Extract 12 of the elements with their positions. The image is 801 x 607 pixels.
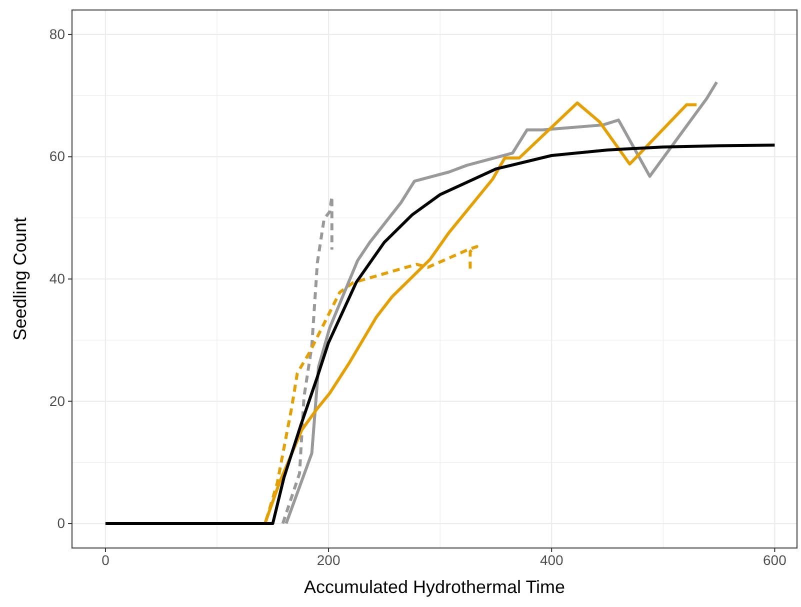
- x-tick-label: 600: [763, 552, 787, 568]
- y-tick-label: 60: [49, 148, 66, 164]
- y-tick-label: 80: [49, 26, 66, 42]
- y-tick-label: 0: [57, 515, 66, 532]
- y-tick-label: 20: [49, 392, 66, 409]
- y-tick-label: 40: [49, 270, 66, 286]
- x-tick-label: 200: [316, 552, 340, 568]
- x-axis-title: Accumulated Hydrothermal Time: [304, 577, 566, 597]
- x-tick-label: 0: [102, 552, 110, 568]
- x-tick-label: 400: [540, 552, 564, 568]
- line-series: [104, 144, 776, 526]
- y-axis-title: Seedling Count: [10, 217, 30, 341]
